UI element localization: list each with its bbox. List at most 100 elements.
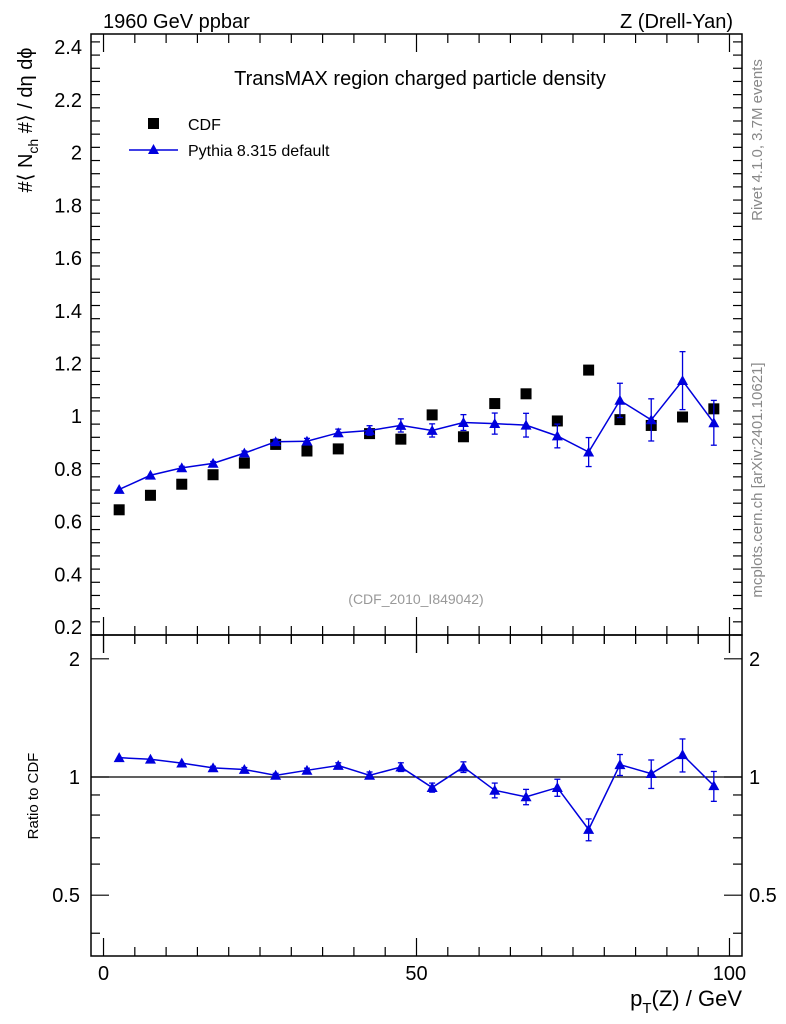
pythia-point <box>645 414 657 425</box>
ratio-point <box>551 782 563 792</box>
pythia-point <box>677 375 689 386</box>
cdf-point <box>113 504 125 516</box>
cdf-point <box>489 398 501 410</box>
pythia-point <box>364 424 376 435</box>
pythia-point <box>583 446 595 457</box>
pythia-point <box>144 469 156 480</box>
y-tick-label: 1 <box>71 406 82 428</box>
main-axes: 0.2 0.4 0.6 0.8 1 1.2 1.4 1.6 1.8 2 2.2 2.4 <box>54 37 742 639</box>
pythia-point <box>708 417 720 428</box>
analysis-id: (CDF_2010_I849042) <box>348 591 483 607</box>
pythia-point <box>207 457 219 468</box>
x-tick-label: 100 <box>713 963 746 985</box>
y-tick-label: 1.2 <box>54 353 82 375</box>
pythia-point <box>113 483 125 494</box>
y-tick-label: 0.8 <box>54 459 82 481</box>
y-axis-title: #⟨ Nch #⟩ / dη dϕ <box>15 47 41 192</box>
legend: CDF Pythia 8.315 default <box>129 117 330 160</box>
svg-text:#⟨ Nch #⟩ / dη dϕ: #⟨ Nch #⟩ / dη dϕ <box>15 47 41 192</box>
ratio-tick-label-left: 0.5 <box>52 885 80 907</box>
cdf-point <box>551 415 563 427</box>
y-tick-label: 1.6 <box>54 248 82 270</box>
ratio-tick-label-left: 2 <box>69 649 80 671</box>
ratio-point <box>176 757 188 768</box>
main-data-marks <box>113 350 720 516</box>
ratio-tick-label-right: 1 <box>749 767 760 789</box>
cdf-point <box>520 388 532 400</box>
cdf-point <box>301 445 313 457</box>
cdf-point <box>238 457 250 469</box>
y-tick-label: 0.2 <box>54 617 82 639</box>
legend-label-pythia: Pythia 8.315 default <box>188 143 330 160</box>
pythia-point <box>520 419 532 430</box>
ratio-point <box>645 768 657 779</box>
ratio-tick-label-right: 0.5 <box>749 885 777 907</box>
ratio-data-marks <box>113 738 720 842</box>
cdf-point <box>207 469 219 481</box>
pythia-point <box>614 394 626 405</box>
pythia-point <box>238 447 250 458</box>
cdf-point <box>614 414 626 426</box>
x-tick-label: 50 <box>405 963 427 985</box>
ratio-point <box>364 769 376 780</box>
energy-label: 1960 GeV ppbar <box>103 11 250 33</box>
pythia-point <box>301 435 313 446</box>
pythia-point <box>270 436 282 447</box>
rivet-label: Rivet 4.1.0, 3.7M events <box>749 59 766 221</box>
y-tick-label: 2.4 <box>54 37 82 59</box>
cdf-point <box>332 443 344 455</box>
pythia-point <box>457 417 469 427</box>
cdf-point <box>426 409 438 421</box>
pythia-line <box>118 379 715 491</box>
pythia-point <box>489 418 501 428</box>
ratio-point <box>489 784 501 795</box>
y-tick-label: 0.4 <box>54 564 82 586</box>
ratio-point <box>677 749 689 760</box>
x-axis-title: pT(Z) / GeV <box>630 986 742 1017</box>
ratio-point <box>426 782 438 792</box>
y-tick-label: 0.6 <box>54 512 82 534</box>
y-tick-label: 1.8 <box>54 195 82 217</box>
ratio-point <box>238 764 250 774</box>
ratio-point <box>457 761 469 772</box>
cdf-point <box>457 431 469 443</box>
pythia-point <box>551 430 563 441</box>
legend-marker-pythia <box>148 144 159 154</box>
pythia-point <box>426 424 438 435</box>
y-tick-label: 1.4 <box>54 301 82 323</box>
chart-title: TransMAX region charged particle density <box>234 68 606 90</box>
legend-marker-cdf <box>148 118 159 129</box>
cdf-point <box>395 433 407 445</box>
x-axis: 0 50 100 <box>98 34 746 985</box>
ratio-point <box>395 761 407 772</box>
ratio-point <box>113 752 125 763</box>
ratio-point <box>207 762 219 773</box>
cdf-point <box>583 364 595 376</box>
ratio-point <box>583 824 595 834</box>
y-tick-label: 2.2 <box>54 90 82 112</box>
ratio-tick-label-left: 1 <box>69 767 80 789</box>
legend-label-cdf: CDF <box>188 117 221 134</box>
ratio-point <box>614 759 626 770</box>
ratio-point <box>332 759 344 770</box>
x-tick-label: 0 <box>98 963 109 985</box>
ratio-point <box>520 791 532 802</box>
pythia-point <box>395 419 407 430</box>
ratio-axes: 0.5 0.5 1 1 2 2 <box>52 649 777 934</box>
pythia-point <box>176 462 188 473</box>
ratio-tick-label-right: 2 <box>749 649 760 671</box>
ratio-panel-frame <box>90 634 743 957</box>
ratio-point <box>301 764 313 775</box>
mcplots-label: mcplots.cern.ch [arXiv:2401.10621] <box>749 362 766 597</box>
ratio-line <box>119 753 715 831</box>
cdf-point <box>176 478 188 490</box>
ratio-y-label: Ratio to CDF <box>25 753 42 840</box>
ratio-point <box>270 769 282 780</box>
process-label: Z (Drell-Yan) <box>620 11 733 33</box>
y-tick-label: 2 <box>71 143 82 165</box>
pythia-point <box>332 427 344 438</box>
ratio-point <box>708 780 720 791</box>
cdf-point <box>677 411 689 423</box>
cdf-point <box>144 489 156 501</box>
